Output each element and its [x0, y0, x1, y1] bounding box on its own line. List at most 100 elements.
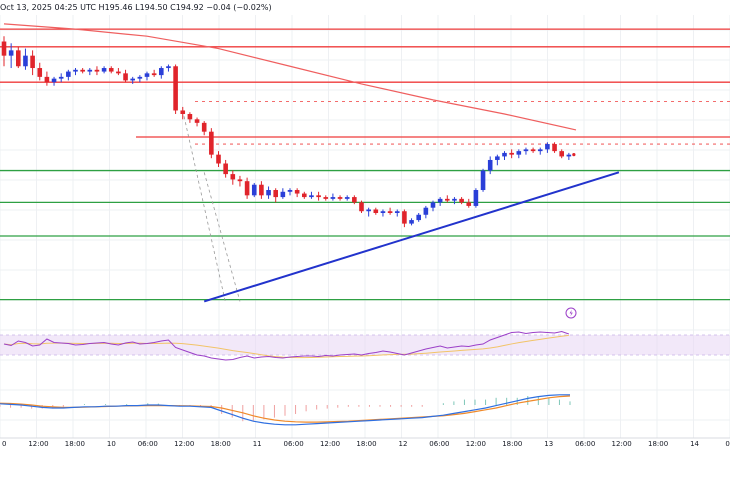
candle-body	[473, 190, 479, 206]
x-tick-label: 12	[398, 440, 407, 448]
candle	[366, 207, 371, 217]
candle-body	[402, 211, 407, 224]
date-text: Oct 13, 2025 04:25 UTC	[0, 3, 96, 12]
projection-dash	[203, 172, 241, 302]
grid	[0, 15, 730, 438]
candle-body	[509, 152, 514, 155]
candle	[466, 198, 472, 208]
candle	[537, 147, 543, 155]
candle-body	[394, 211, 400, 213]
candle	[266, 186, 271, 199]
candle	[259, 181, 264, 199]
candle-body	[437, 198, 443, 203]
candle-body	[144, 73, 150, 77]
candle	[159, 66, 164, 79]
candle-body	[108, 68, 114, 72]
candle-body	[495, 156, 500, 160]
x-tick-label: 18:00	[356, 440, 376, 448]
candle-body	[87, 69, 93, 72]
alert-icon-bolt	[569, 309, 573, 317]
candle	[73, 68, 78, 76]
change-text: −0.04 (−0.02%)	[206, 3, 272, 12]
x-tick-label: 0	[2, 440, 6, 448]
candle	[280, 188, 286, 199]
candle-body	[559, 151, 564, 157]
candle	[251, 182, 257, 198]
x-tick-label: 06:00	[138, 440, 158, 448]
candle	[223, 159, 228, 178]
candle-body	[266, 190, 271, 196]
candle	[480, 168, 486, 192]
candle	[151, 69, 157, 77]
candle	[51, 76, 57, 86]
candle	[1, 36, 7, 67]
alert-icon	[565, 307, 577, 319]
x-tick-label: 12:00	[174, 440, 194, 448]
candle	[309, 191, 314, 199]
candle	[16, 46, 21, 69]
candle-body	[545, 144, 550, 150]
candle	[359, 200, 364, 213]
x-tick-label: 12:00	[612, 440, 632, 448]
candle-body	[409, 220, 414, 224]
candle-body	[537, 149, 543, 152]
candle	[302, 191, 307, 199]
candle	[373, 207, 379, 215]
x-tick-label: 06:	[725, 440, 730, 448]
candle	[509, 149, 514, 159]
candle-body	[552, 144, 557, 152]
candle-body	[166, 66, 171, 69]
candle	[58, 73, 64, 83]
candle-body	[487, 159, 493, 171]
candle	[37, 62, 43, 81]
candle	[380, 209, 386, 217]
candle-body	[209, 131, 214, 155]
x-tick-label: 11	[253, 440, 262, 448]
ohlc-header: Oct 13, 2025 04:25 UTC H195.46 L194.50 C…	[0, 3, 272, 12]
candle-body	[280, 191, 286, 198]
candle-body	[566, 154, 572, 157]
candle	[445, 195, 450, 203]
candle-body	[223, 163, 228, 175]
x-tick-label: 06:00	[284, 440, 304, 448]
candle	[273, 188, 278, 203]
moving-average-line	[3, 23, 577, 131]
candle	[495, 154, 500, 166]
candle-body	[316, 195, 321, 198]
candle	[8, 43, 14, 69]
candle-body	[66, 71, 71, 77]
candle	[23, 48, 28, 70]
candle	[201, 121, 207, 136]
candle-body	[373, 209, 379, 213]
candle	[194, 117, 200, 127]
candles	[1, 36, 572, 228]
candle	[294, 188, 300, 198]
candle	[552, 142, 557, 153]
candle-body	[445, 198, 450, 201]
candle-body	[323, 197, 329, 199]
candle-body	[309, 195, 314, 198]
candle	[394, 209, 400, 217]
high-text: H195.46	[98, 3, 133, 12]
candle	[423, 205, 429, 219]
close-text: C194.92	[170, 3, 204, 12]
candle	[94, 66, 100, 76]
candle	[216, 151, 221, 168]
candle-body	[523, 149, 529, 152]
x-tick-label: 13	[544, 440, 553, 448]
candle-body	[423, 207, 429, 215]
x-tick-label: 14	[690, 440, 699, 448]
candle-body	[259, 184, 264, 196]
candle	[123, 69, 128, 83]
candle	[330, 193, 336, 201]
candle-body	[530, 149, 536, 152]
candle	[530, 147, 536, 153]
x-tick-label: 12:00	[320, 440, 340, 448]
candle	[137, 75, 143, 83]
candle	[430, 200, 436, 212]
x-axis: 0 12:00 18:00 10 06:00 12:00 18:00 11 06:00 12:00…	[2, 440, 730, 448]
candle-body	[459, 198, 464, 203]
candle	[316, 191, 321, 201]
